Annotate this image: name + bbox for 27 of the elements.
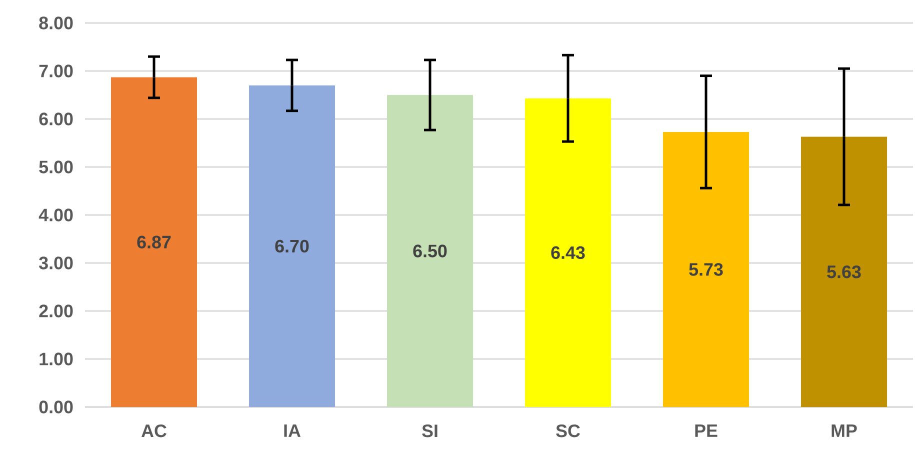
x-tick-label: PE bbox=[695, 424, 718, 437]
y-tick-label: 1.00 bbox=[40, 352, 73, 366]
y-tick-label: 8.00 bbox=[39, 16, 73, 30]
x-tick-label: SC bbox=[556, 424, 580, 438]
x-tick-label: AC bbox=[142, 424, 166, 438]
bar bbox=[387, 94, 474, 407]
data-label: 6.70 bbox=[275, 240, 309, 253]
data-label: 5.73 bbox=[689, 263, 723, 276]
data-label: 5.63 bbox=[827, 265, 861, 278]
x-tick-label: SI bbox=[422, 424, 438, 438]
x-tick-label: MP bbox=[832, 424, 857, 437]
y-tick-label: 6.00 bbox=[39, 112, 73, 126]
bar bbox=[663, 132, 750, 407]
bar bbox=[111, 77, 198, 407]
x-tick-label: IA bbox=[284, 424, 301, 437]
bar bbox=[801, 136, 888, 407]
y-tick-label: 0.00 bbox=[39, 400, 73, 414]
y-tick-label: 2.00 bbox=[39, 304, 73, 318]
data-label: 6.43 bbox=[551, 246, 585, 260]
bar bbox=[249, 85, 336, 407]
data-label: 6.87 bbox=[137, 236, 171, 248]
data-label: 6.50 bbox=[413, 244, 447, 258]
bar bbox=[525, 98, 612, 407]
y-tick-label: 4.00 bbox=[38, 208, 73, 222]
y-tick-label: 5.00 bbox=[39, 160, 73, 174]
y-tick-label: 7.00 bbox=[39, 64, 73, 78]
y-tick-label: 3.00 bbox=[38, 256, 73, 270]
